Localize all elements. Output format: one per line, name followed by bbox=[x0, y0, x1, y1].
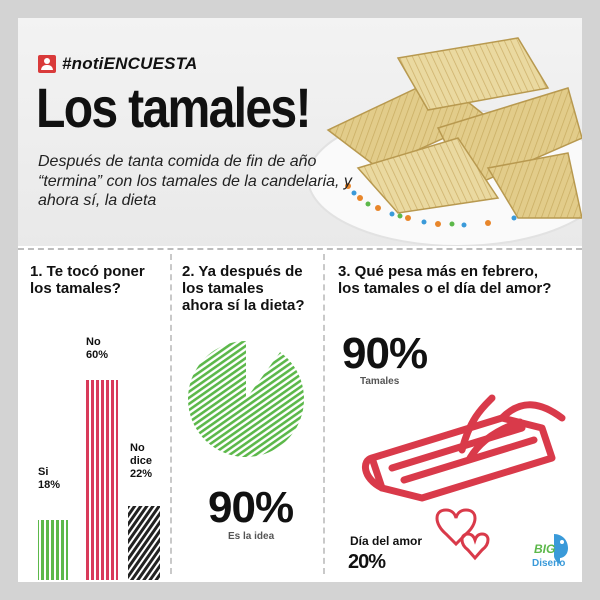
bar-si-label: Si 18% bbox=[38, 466, 60, 492]
q3-amor-percent: 20% bbox=[348, 551, 386, 573]
hearts-icon bbox=[435, 508, 490, 561]
subtitle: Después de tanta comida de fin de año “t… bbox=[38, 153, 352, 210]
q3-title: 3. Qué pesa más en febrero, los tamales … bbox=[338, 263, 552, 298]
q2-percent: 90% bbox=[208, 483, 294, 532]
q2-caption: Es la idea bbox=[228, 531, 275, 542]
pie-slice-yes bbox=[188, 341, 304, 457]
logo-word: BIG bbox=[534, 542, 556, 556]
q3-title-line2: los tamales o el día del amor? bbox=[338, 279, 552, 297]
q3-tamales-label: Tamales bbox=[360, 376, 400, 387]
section-divider bbox=[18, 248, 582, 250]
q2-title-line3: ahora sí la dieta? bbox=[182, 296, 305, 314]
q1-title-line1: 1. Te tocó poner bbox=[30, 263, 145, 280]
q1-bar-chart bbox=[38, 380, 160, 580]
bar-no bbox=[84, 380, 118, 580]
tamal-icon bbox=[362, 394, 566, 502]
bar-no-name: No bbox=[86, 336, 101, 348]
bar-no-label: No 60% bbox=[86, 336, 108, 362]
bar-nodice-name2: dice bbox=[130, 455, 153, 468]
q1-title: 1. Te tocó poner los tamales? bbox=[30, 263, 145, 298]
bar-nodice-label: No dice 22% bbox=[130, 442, 152, 482]
header: #notiENCUESTA Los tamales! Después de ta… bbox=[18, 18, 582, 246]
bar-no-dice bbox=[128, 506, 160, 580]
bar-si-name: Si bbox=[38, 466, 49, 478]
big-diseno-logo-icon bbox=[554, 534, 568, 564]
bar-no-value: 60% bbox=[86, 349, 109, 362]
page-title: Los tamales! bbox=[36, 76, 311, 139]
bar-si bbox=[38, 520, 68, 580]
user-icon bbox=[38, 55, 56, 73]
bar-nodice-name1: No bbox=[130, 442, 145, 454]
q1-title-line2: los tamales? bbox=[30, 279, 121, 297]
q2-title-line2: los tamales bbox=[182, 279, 264, 297]
q2-title: 2. Ya después de los tamales ahora sí la… bbox=[182, 263, 305, 314]
bar-nodice-value: 22% bbox=[130, 468, 153, 481]
tamales-photo bbox=[307, 37, 582, 246]
hashtag: #notiENCUESTA bbox=[62, 54, 198, 73]
hashtag-row: #notiENCUESTA bbox=[38, 54, 197, 74]
column-divider-1 bbox=[170, 254, 172, 574]
column-divider-2 bbox=[323, 254, 325, 574]
q2-title-line1: 2. Ya después de bbox=[182, 263, 303, 280]
q3-title-line1: 3. Qué pesa más en febrero, bbox=[338, 263, 539, 280]
logo-sub: Diseno bbox=[532, 558, 566, 569]
q3-amor-label: Día del amor bbox=[350, 534, 423, 548]
q3-tamales-percent: 90% bbox=[342, 329, 428, 378]
infographic-panel: #notiENCUESTA Los tamales! Después de ta… bbox=[18, 18, 582, 582]
bar-si-value: 18% bbox=[38, 479, 61, 492]
q2-pie-chart bbox=[188, 341, 304, 457]
